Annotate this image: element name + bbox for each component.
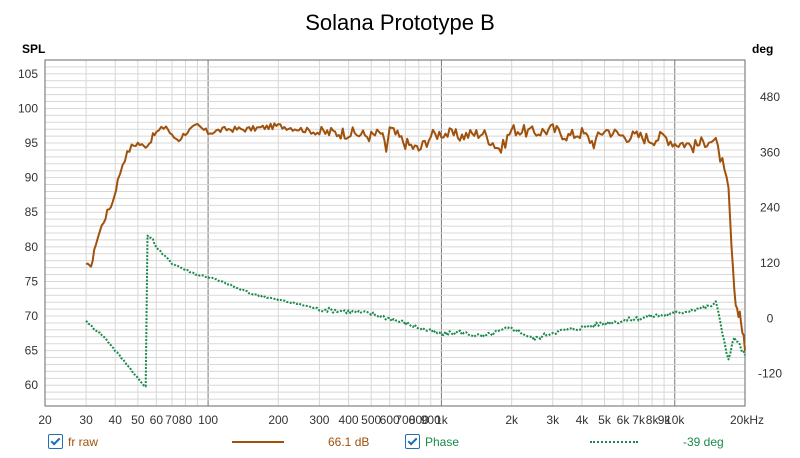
x-tick-label: 2k [505, 413, 519, 427]
right-y-tick-label: 0 [767, 311, 774, 325]
right-axis-label: deg [752, 42, 773, 56]
x-tick-label: 900 [421, 413, 441, 427]
left-y-tick-label: 100 [18, 101, 38, 115]
x-tick-label: 9k [658, 413, 672, 427]
plot-frame [44, 59, 746, 407]
x-tick-label: 300 [309, 413, 329, 427]
phase-legend-value: -39 deg [683, 435, 724, 449]
fr-raw-line [85, 122, 746, 351]
right-axis-ticks: -120 0 120 240 360 480 [758, 90, 782, 381]
right-y-tick-label: 240 [760, 201, 780, 215]
right-y-tick-label: -120 [758, 367, 782, 381]
x-tick-label: 1k [435, 413, 449, 427]
left-y-tick-label: 70 [25, 309, 39, 323]
right-y-tick-label: 480 [760, 90, 780, 104]
left-y-tick-label: 65 [25, 344, 39, 358]
left-y-tick-label: 95 [25, 136, 39, 150]
fr-raw-legend-label: fr raw [68, 435, 98, 449]
phase-checkbox[interactable] [405, 434, 420, 449]
x-tick-label: 20 [38, 413, 52, 427]
x-tick-label: 30 [79, 413, 93, 427]
x-tick-label: 80 [179, 413, 193, 427]
phase-legend-swatch [590, 441, 638, 443]
series-layer [85, 122, 746, 388]
x-tick-label: 700 [395, 413, 415, 427]
x-tick-label: 200 [268, 413, 288, 427]
chart-title: Solana Prototype B [305, 10, 495, 35]
right-y-tick-label: 360 [760, 145, 780, 159]
x-tick-label: 6k [617, 413, 631, 427]
left-y-tick-label: 90 [25, 171, 39, 185]
x-tick-label: 800 [409, 413, 429, 427]
left-y-tick-label: 80 [25, 240, 39, 254]
left-y-tick-label: 105 [18, 67, 38, 81]
x-tick-label: 3k [546, 413, 560, 427]
x-tick-label: 4k [576, 413, 590, 427]
fr-raw-legend-swatch [232, 441, 284, 443]
x-tick-label: 50 [131, 413, 145, 427]
x-tick-label: 10k [665, 413, 685, 427]
legend: fr raw 66.1 dB Phase -39 deg [0, 434, 800, 452]
x-tick-label: 600 [380, 413, 400, 427]
left-axis-label: SPL [22, 42, 45, 56]
chart: Solana Prototype B SPL deg 20 30 40 50 60 70 8… [18, 10, 782, 427]
x-tick-label: 20kHz [730, 413, 764, 427]
right-y-tick-label: 120 [760, 256, 780, 270]
fr-raw-legend-value: 66.1 dB [328, 435, 370, 449]
left-y-tick-label: 60 [25, 378, 39, 392]
phase-legend-label: Phase [425, 435, 460, 449]
x-tick-label: 400 [339, 413, 359, 427]
phase-line [85, 234, 746, 388]
grid [44, 60, 746, 406]
x-tick-label: 5k [598, 413, 612, 427]
fr-raw-checkbox[interactable] [48, 434, 63, 449]
x-tick-label: 100 [198, 413, 218, 427]
left-y-tick-label: 75 [25, 274, 39, 288]
x-tick-label: 70 [165, 413, 179, 427]
left-y-tick-label: 85 [25, 205, 39, 219]
x-tick-label: 500 [361, 413, 381, 427]
x-tick-label: 8k [646, 413, 660, 427]
x-tick-label: 60 [150, 413, 164, 427]
x-tick-label: 40 [109, 413, 123, 427]
x-tick-label: 7k [632, 413, 646, 427]
left-axis-ticks: 60 65 70 75 80 85 90 95 100 105 [18, 67, 38, 392]
x-axis-ticks: 20 30 40 50 60 70 80 100 200 300 400 50060070080090… [38, 413, 764, 427]
